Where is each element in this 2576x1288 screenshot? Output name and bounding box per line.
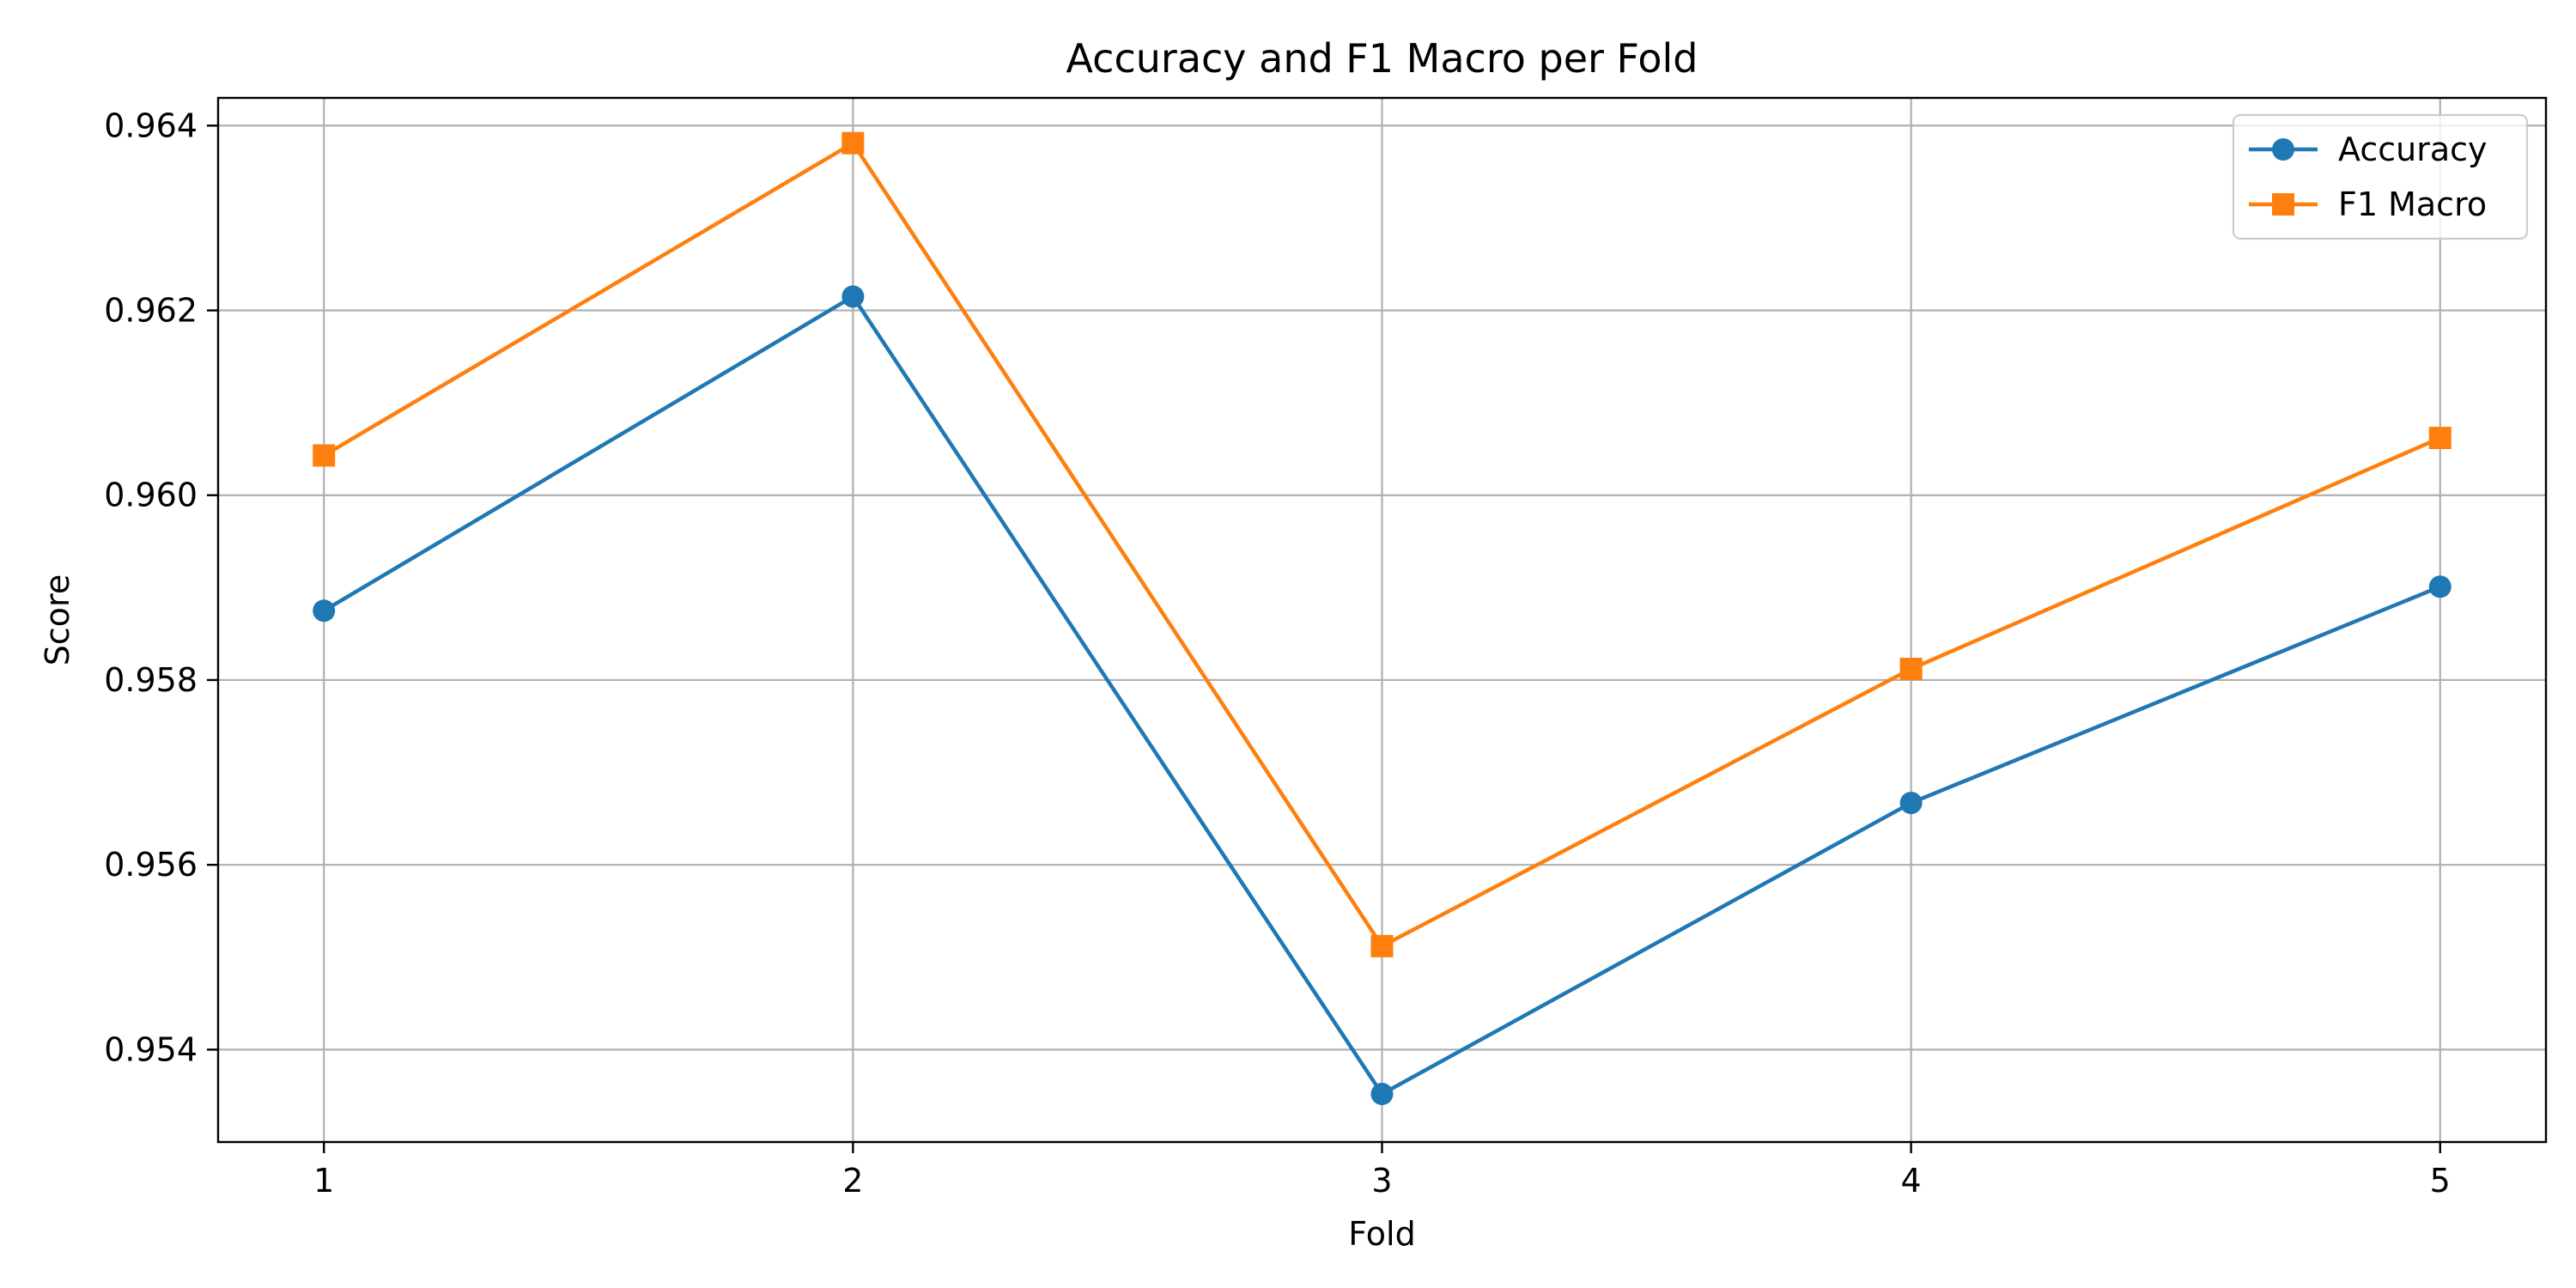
y-tick-label: 0.958 xyxy=(104,661,197,699)
x-axis-label: Fold xyxy=(1348,1215,1415,1253)
data-point xyxy=(841,131,865,155)
data-point xyxy=(313,444,336,467)
data-point xyxy=(2428,575,2451,598)
data-point xyxy=(1899,792,1923,815)
legend-box xyxy=(2232,113,2529,240)
x-tick-label: 2 xyxy=(842,1162,863,1200)
legend: Accuracy F1 Macro xyxy=(2232,113,2529,240)
y-tick-label: 0.960 xyxy=(104,477,197,514)
legend-label: Accuracy xyxy=(2338,131,2488,168)
y-tick-label: 0.956 xyxy=(104,846,197,884)
series-accuracy xyxy=(313,285,2451,1106)
y-tick-label: 0.964 xyxy=(104,106,197,144)
legend-entry: Accuracy xyxy=(2249,131,2488,168)
y-tick-label: 0.962 xyxy=(104,292,197,330)
data-point xyxy=(313,599,336,623)
x-tick-label: 4 xyxy=(1901,1162,1922,1200)
data-point xyxy=(841,285,865,308)
legend-marker xyxy=(2272,138,2294,161)
x-tick-label: 3 xyxy=(1371,1162,1392,1200)
x-tick-label: 1 xyxy=(313,1162,334,1200)
legend-label: F1 Macro xyxy=(2338,185,2487,223)
grid-lines xyxy=(218,98,2546,1142)
axes: 1 2 3 4 5 0.954 0.956 0.958 0.960 0.962 0.964 xyxy=(104,106,2451,1200)
x-tick-label: 5 xyxy=(2430,1162,2451,1200)
series-f1-macro xyxy=(313,131,2451,957)
data-point xyxy=(1899,658,1923,681)
legend-entry: F1 Macro xyxy=(2249,185,2487,223)
y-tick-label: 0.954 xyxy=(104,1030,197,1068)
data-point xyxy=(1370,934,1394,957)
legend-marker xyxy=(2272,193,2294,216)
y-axis-label: Score xyxy=(39,574,76,665)
data-point xyxy=(1370,1083,1394,1106)
series-lines xyxy=(313,131,2451,1106)
chart-title: Accuracy and F1 Macro per Fold xyxy=(1066,35,1698,82)
data-point xyxy=(2428,427,2451,450)
